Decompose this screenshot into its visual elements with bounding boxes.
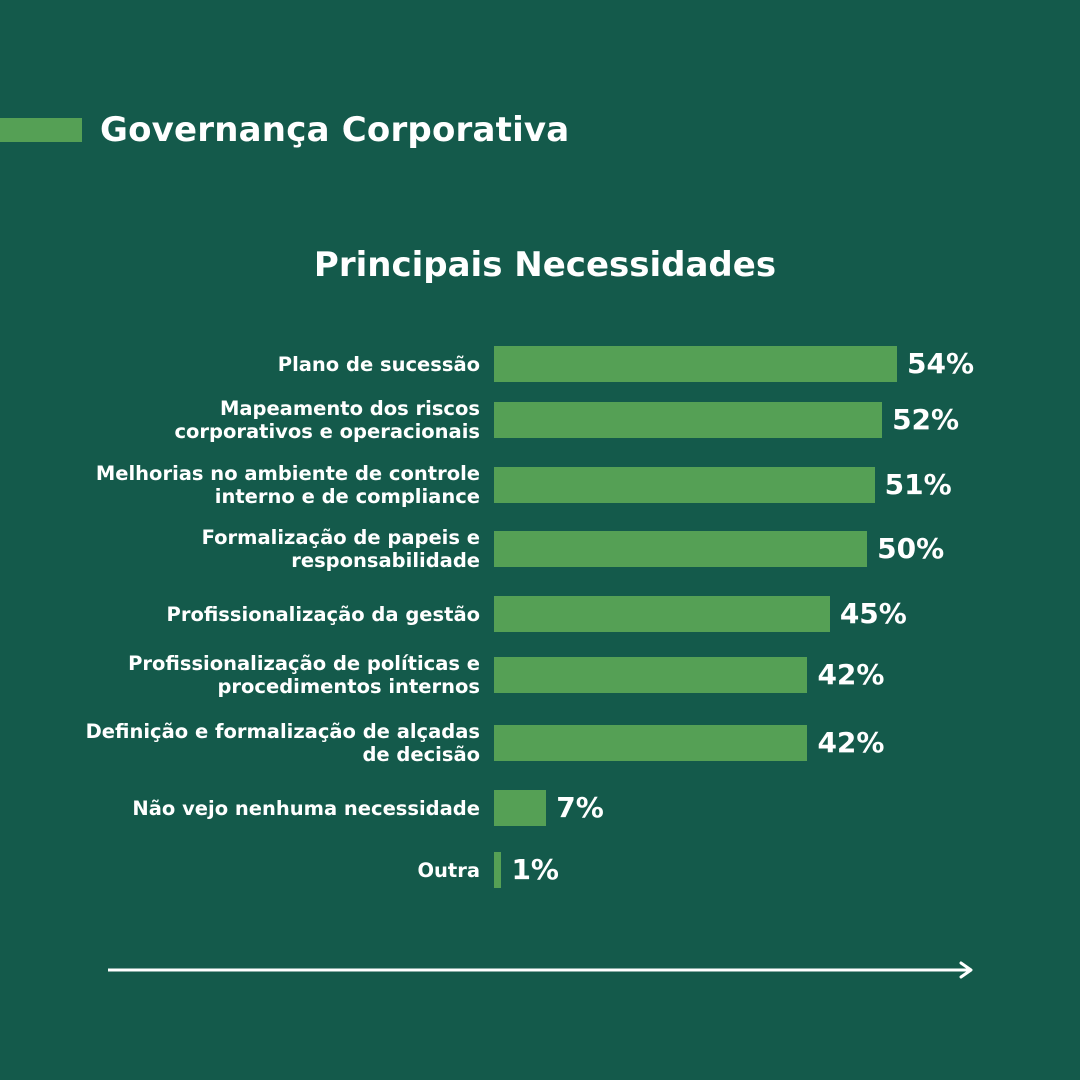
- value-label: 54%: [907, 347, 975, 380]
- value-label: 50%: [877, 532, 945, 565]
- bar: [494, 402, 883, 438]
- arrow-right-icon: [108, 961, 973, 979]
- value-label: 51%: [884, 468, 952, 501]
- bar: [494, 596, 830, 632]
- chart-title: Principais Necessidades: [313, 245, 777, 285]
- value-label: 45%: [839, 597, 907, 630]
- value-label: 42%: [817, 658, 885, 691]
- bar: [494, 346, 897, 382]
- category-label: Não vejo nenhuma necessidade: [132, 796, 480, 820]
- bar: [494, 852, 502, 888]
- bar: [494, 657, 808, 693]
- value-label: 7%: [556, 791, 604, 824]
- header-accent-bar: [0, 118, 82, 142]
- header-title: Governança Corporativa: [100, 110, 570, 150]
- category-label: Melhorias no ambiente de controle intern…: [95, 462, 480, 508]
- category-label: Profissionalização de políticas e proced…: [128, 652, 480, 698]
- category-label: Definição e formalização de alçadas de d…: [85, 720, 480, 766]
- bar: [494, 467, 875, 503]
- category-label: Formalização de papeis e responsabilidad…: [201, 526, 480, 572]
- bar: [494, 790, 547, 826]
- value-label: 42%: [817, 726, 885, 759]
- value-label: 1%: [511, 853, 559, 886]
- category-label: Mapeamento dos riscos corporativos e ope…: [174, 397, 480, 443]
- category-label: Profissionalização da gestão: [166, 602, 480, 626]
- category-label: Plano de sucessão: [277, 352, 480, 376]
- category-label: Outra: [417, 858, 480, 882]
- bar: [494, 531, 868, 567]
- bar: [494, 725, 808, 761]
- value-label: 52%: [892, 403, 960, 436]
